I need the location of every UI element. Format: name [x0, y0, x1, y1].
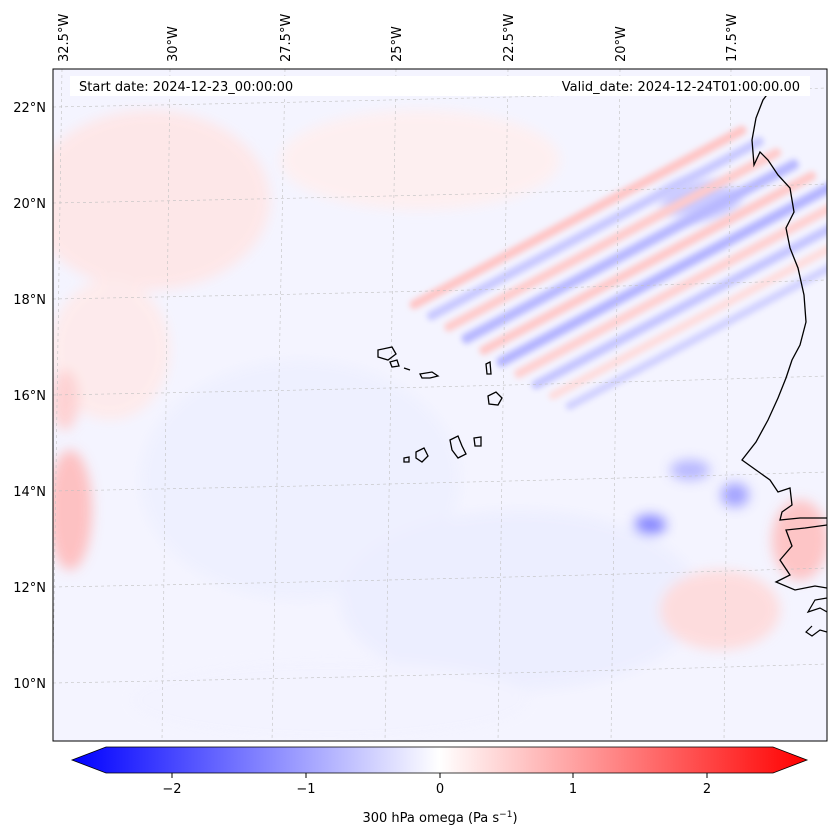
colorbar: −2 −1 0 1 2 300 hPa omega (Pa s−1) — [70, 746, 809, 826]
island-brava — [403, 456, 410, 463]
lon-label-20w: 20°W — [614, 26, 629, 62]
island-maio — [473, 436, 482, 447]
island-fogo — [415, 447, 429, 463]
info-box — [70, 76, 810, 96]
lat-label-22n: 22°N — [13, 101, 46, 116]
island-santa-luzia — [403, 367, 411, 371]
colorbar-ticks — [171, 773, 708, 778]
colorbar-label-text: 300 hPa omega (Pa s — [362, 811, 499, 826]
lon-label-17-5w: 17.5°W — [725, 14, 740, 62]
lat-label-10n: 10°N — [13, 677, 46, 692]
colorbar-tick-label: −1 — [296, 782, 315, 797]
lon-label-25w: 25°W — [390, 26, 405, 62]
lon-label-30w: 30°W — [166, 26, 181, 62]
colorbar-label-exponent: −1 — [499, 810, 512, 820]
gridlines — [53, 69, 827, 741]
colorbar-tick-label: 2 — [703, 782, 711, 797]
colorbar-tick-label: 0 — [436, 782, 444, 797]
island-sao-vicente — [389, 359, 400, 368]
colorbar-tick-label: −2 — [162, 782, 181, 797]
cape-verde-islands — [377, 346, 503, 463]
wave-bands — [409, 125, 827, 411]
island-boa-vista — [487, 391, 503, 406]
map-border — [52, 68, 828, 742]
start-date-label: Start date: 2024-12-23_00:00:00 — [79, 80, 293, 95]
lat-label-16n: 16°N — [13, 389, 46, 404]
lon-label-27-5w: 27.5°W — [279, 14, 294, 62]
coastline — [741, 87, 827, 521]
colorbar-label-close: ) — [512, 811, 517, 826]
lat-label-14n: 14°N — [13, 485, 46, 500]
island-santo-antao — [377, 346, 397, 361]
map-panel — [53, 69, 827, 741]
colorbar-bar — [70, 746, 809, 774]
latitude-labels: 22°N 20°N 18°N 16°N 14°N 12°N 10°N — [13, 101, 46, 692]
colorbar-label: 300 hPa omega (Pa s−1) — [362, 810, 517, 826]
lon-label-22-5w: 22.5°W — [502, 14, 517, 62]
coastline-south — [774, 524, 827, 591]
lat-label-20n: 20°N — [13, 197, 46, 212]
lat-label-18n: 18°N — [13, 293, 46, 308]
lat-label-12n: 12°N — [13, 581, 46, 596]
coastline-bissau — [805, 597, 827, 637]
island-sal — [485, 360, 492, 375]
lon-label-32-5w: 32.5°W — [57, 14, 72, 62]
island-santiago — [449, 435, 467, 459]
valid-date-label: Valid_date: 2024-12-24T01:00:00.00 — [562, 80, 800, 95]
longitude-labels: 32.5°W 30°W 27.5°W 25°W 22.5°W 20°W 17.5… — [57, 14, 740, 62]
omega-field — [53, 110, 827, 740]
colorbar-tick-label: 1 — [569, 782, 577, 797]
island-sao-nicolau — [419, 371, 440, 379]
